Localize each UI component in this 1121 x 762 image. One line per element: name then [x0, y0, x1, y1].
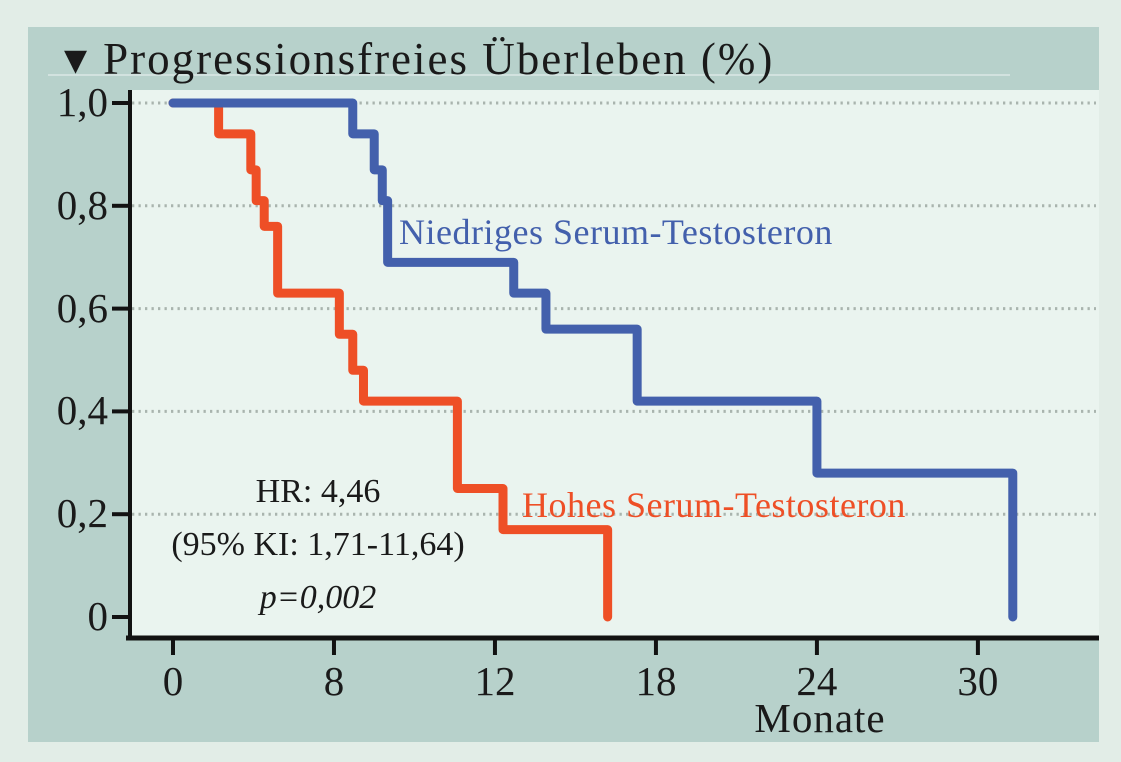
- stats-annotation: HR: 4,46 (95% KI: 1,71-11,64) p=0,002: [128, 465, 508, 624]
- x-tick-label: 24: [796, 658, 838, 704]
- y-tick-label: 1,0: [56, 79, 108, 125]
- y-tick-label: 0,8: [56, 181, 108, 228]
- y-tick-label: 0,4: [56, 387, 108, 434]
- series-label-low-testosterone: Niedriges Serum-Testosteron: [399, 212, 833, 252]
- x-tick-label: 12: [474, 658, 516, 704]
- y-tick-label: 0,6: [56, 284, 108, 331]
- triangle-marker-icon: ▼: [64, 42, 88, 78]
- x-tick-label: 8: [323, 658, 345, 704]
- x-tick-label: 30: [957, 658, 999, 704]
- confidence-interval-text: (95% KI: 1,71-11,64): [171, 526, 465, 563]
- y-tick-label: 0: [87, 593, 109, 639]
- figure-title-bar: ▼ Progressionsfreies Überleben (%): [28, 27, 1099, 90]
- y-tick-label: 0,2: [56, 490, 108, 537]
- hazard-ratio-text: HR: 4,46: [255, 473, 381, 510]
- x-tick-label: 18: [635, 658, 677, 704]
- x-tick-label: 0: [162, 658, 184, 704]
- x-axis-title: Monate: [754, 695, 886, 741]
- title-underline: [48, 74, 1010, 76]
- figure-title: Progressionsfreies Überleben (%): [103, 33, 775, 84]
- series-label-high-testosterone: Hohes Serum-Testosteron: [522, 485, 906, 525]
- p-value-text: p=0,002: [259, 579, 377, 616]
